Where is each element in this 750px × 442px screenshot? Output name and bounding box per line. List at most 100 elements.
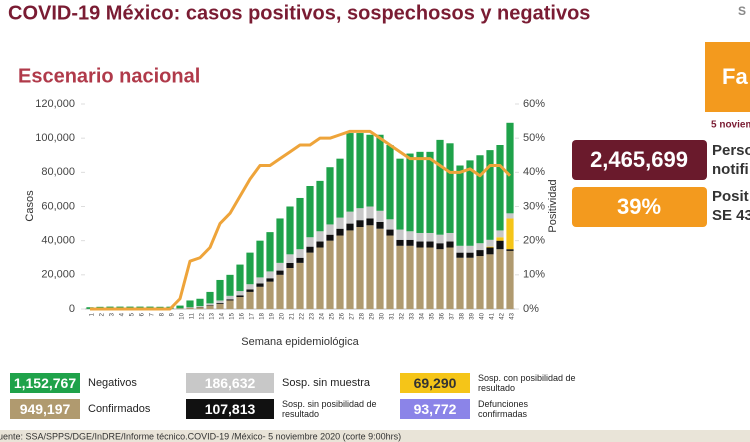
positivity-label: Posit xyxy=(712,188,749,205)
x-tick-label: 34 xyxy=(420,312,426,319)
positivity-value: 39% xyxy=(617,194,661,219)
bar-segment xyxy=(426,247,434,309)
bar-segment xyxy=(216,279,224,301)
bar-segment xyxy=(326,240,334,309)
y2-tick-label: 30% xyxy=(523,200,545,212)
bar-segment xyxy=(256,286,264,309)
bar-segment xyxy=(306,186,314,238)
bar-segment xyxy=(466,160,474,246)
bar-segment xyxy=(316,247,324,309)
bar-segment xyxy=(486,246,494,248)
bar-segment xyxy=(326,234,334,241)
bar-segment xyxy=(286,206,294,255)
bar-segment xyxy=(276,270,284,275)
bar-segment xyxy=(326,224,334,235)
x-tick-label: 2 xyxy=(100,312,106,316)
bar-segment xyxy=(496,249,504,309)
bar-segment xyxy=(456,252,464,258)
bar-segment xyxy=(316,231,324,242)
bar-segment xyxy=(266,232,274,272)
people-label: Perso xyxy=(712,142,750,159)
bar-segment xyxy=(216,303,224,304)
bar-segment xyxy=(306,246,314,253)
logo: S xyxy=(738,4,746,18)
x-tick-label: 43 xyxy=(510,312,516,319)
bar-segment xyxy=(396,158,404,230)
x-tick-label: 22 xyxy=(300,312,306,319)
bar-segment xyxy=(476,256,484,309)
y2-tick-label: 20% xyxy=(523,235,545,247)
x-tick-label: 23 xyxy=(310,312,316,319)
bar-segment xyxy=(426,232,434,242)
x-tick-label: 21 xyxy=(290,312,296,319)
bar-segment xyxy=(416,151,424,233)
bar-segment xyxy=(406,239,414,246)
bar-segment xyxy=(396,239,404,246)
y-tick-label: 20,000 xyxy=(41,269,75,281)
bar-segment xyxy=(236,295,244,298)
bar-segment xyxy=(346,223,354,231)
legend-swatch: 186,632 xyxy=(186,373,274,393)
bar-segment xyxy=(466,252,474,258)
y-tick-label: 0 xyxy=(69,303,75,315)
bar-segment xyxy=(256,277,264,284)
x-tick-label: 27 xyxy=(350,312,356,319)
x-tick-label: 4 xyxy=(120,312,126,316)
bar-segment xyxy=(336,217,344,229)
bar-segment xyxy=(356,208,364,221)
x-tick-label: 41 xyxy=(490,312,496,319)
bar-segment xyxy=(366,206,374,219)
x-tick-label: 30 xyxy=(380,312,386,319)
bar-segment xyxy=(386,145,394,220)
y2-tick-label: 50% xyxy=(523,132,545,144)
bar-segment xyxy=(436,234,444,244)
bar-segment xyxy=(336,228,344,236)
bar-segment xyxy=(176,308,184,309)
positivity-line xyxy=(90,129,512,311)
y2-tick-label: 10% xyxy=(523,269,545,281)
x-tick-label: 16 xyxy=(240,312,246,319)
bar-segment xyxy=(476,250,484,257)
bar-segment xyxy=(296,249,304,258)
bar-segment xyxy=(476,243,484,251)
bar-segment xyxy=(376,210,384,222)
people-box xyxy=(572,140,707,180)
bar-segment xyxy=(206,305,214,306)
bar-segment xyxy=(216,303,224,309)
bar-segment xyxy=(356,227,364,309)
people-value: 2,465,699 xyxy=(590,147,688,172)
legend-swatch: 107,813 xyxy=(186,399,274,419)
x-tick-label: 10 xyxy=(180,312,186,319)
x-tick-label: 35 xyxy=(430,312,436,319)
bar-segment xyxy=(356,133,364,209)
x-tick-label: 6 xyxy=(140,312,146,316)
bar-segment xyxy=(276,262,284,271)
positivity-box xyxy=(572,187,707,227)
x-tick-label: 31 xyxy=(390,312,396,319)
bar-segment xyxy=(416,232,424,242)
bar-segment xyxy=(276,274,284,309)
bar-segment xyxy=(436,139,444,235)
bar-segment xyxy=(496,145,504,231)
bar-segment xyxy=(506,250,514,309)
legend-swatch: 69,290 xyxy=(400,373,470,393)
y2-tick-label: 60% xyxy=(523,98,545,110)
y-axis-label: Casos xyxy=(24,190,36,222)
y-tick-label: 120,000 xyxy=(35,98,75,110)
bar-segment xyxy=(496,230,504,238)
bar-segment xyxy=(436,249,444,309)
bar-segment xyxy=(246,252,254,285)
bar-segment xyxy=(476,155,484,244)
positivity-label: SE 43 xyxy=(712,207,750,224)
bar-segment xyxy=(256,283,264,287)
bar-segment xyxy=(386,235,394,309)
bar-segment xyxy=(266,278,274,282)
bar-segment xyxy=(236,264,244,292)
bar-segment xyxy=(416,247,424,309)
x-tick-label: 38 xyxy=(460,312,466,319)
bar-segment xyxy=(406,231,414,240)
bar-segment xyxy=(226,274,234,296)
x-tick-label: 28 xyxy=(360,312,366,319)
bar-segment xyxy=(346,211,354,224)
bar-segment xyxy=(506,213,514,219)
